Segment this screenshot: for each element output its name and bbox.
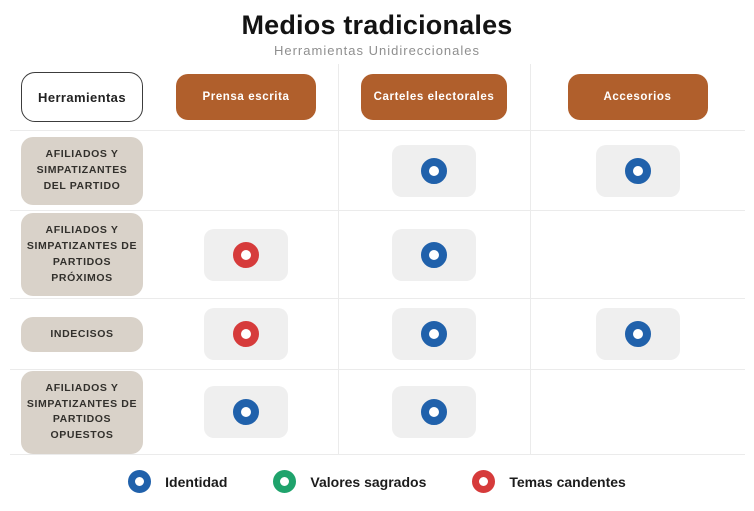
page-title: Medios tradicionales xyxy=(241,10,513,40)
temas-candentes-marker-icon xyxy=(233,241,259,268)
identidad-marker-icon xyxy=(421,321,447,348)
column-header-cell: Prensa escrita xyxy=(155,64,338,130)
legend-item-valores-sagrados: Valores sagrados xyxy=(273,470,427,494)
marker-chip xyxy=(392,308,476,361)
matrix-cell xyxy=(337,130,530,211)
identidad-marker-icon xyxy=(624,321,651,348)
marker-chip xyxy=(595,144,680,197)
row-label-partidos-proximos: AFILIADOS Y SIMPATIZANTES DE PARTIDOS PR… xyxy=(21,213,143,297)
legend-item-identidad: Identidad xyxy=(128,470,228,494)
row-label-afiliados-del-partido: AFILIADOS Y SIMPATIZANTES DEL PARTIDO xyxy=(21,137,143,205)
identidad-marker-icon xyxy=(421,241,447,268)
marker-chip xyxy=(392,144,476,197)
identidad-marker-icon xyxy=(421,157,447,184)
identity-legend-icon xyxy=(128,470,152,494)
row-label-cell: AFILIADOS Y SIMPATIZANTES DEL PARTIDO xyxy=(9,130,155,210)
identidad-marker-icon xyxy=(624,157,651,184)
row-label-indecisos: INDECISOS xyxy=(21,316,143,353)
matrix-cell xyxy=(529,298,745,370)
matrix-cell xyxy=(337,210,530,299)
marker-chip xyxy=(204,386,288,439)
column-header-cell: Accesorios xyxy=(529,64,745,131)
row-label-cell: INDECISOS xyxy=(9,298,155,369)
page-subtitle: Herramientas Unidireccionales xyxy=(273,43,481,59)
sacred-values-legend-icon xyxy=(273,470,297,494)
marker-chip xyxy=(204,308,288,361)
comparison-matrix: Herramientas Prensa escrita Carteles ele… xyxy=(9,64,745,456)
matrix-cell xyxy=(337,369,530,456)
row-label-cell: AFILIADOS Y SIMPATIZANTES DE PARTIDOS OP… xyxy=(9,369,155,456)
matrix-cell xyxy=(154,130,338,210)
marker-chip xyxy=(392,228,476,281)
legend-label: Identidad xyxy=(165,473,228,490)
column-header-cell: Carteles electorales xyxy=(337,64,530,131)
identidad-marker-icon xyxy=(233,399,259,426)
page-header: Medios tradicionales Herramientas Unidir… xyxy=(0,0,754,58)
matrix-cell xyxy=(529,369,745,456)
legend-item-temas-candentes: Temas candentes xyxy=(472,470,626,494)
matrix-cell xyxy=(154,298,338,369)
row-label-cell: AFILIADOS Y SIMPATIZANTES DE PARTIDOS PR… xyxy=(9,210,155,298)
column-header-prensa-escrita: Prensa escrita xyxy=(176,74,316,121)
matrix-cell xyxy=(529,210,745,299)
matrix-cell xyxy=(154,210,338,298)
matrix-cell xyxy=(154,369,338,456)
identidad-marker-icon xyxy=(421,399,447,426)
temas-candentes-marker-icon xyxy=(233,321,259,348)
hot-topics-legend-icon xyxy=(472,470,496,494)
row-label-partidos-opuestos: AFILIADOS Y SIMPATIZANTES DE PARTIDOS OP… xyxy=(21,370,143,454)
legend-label: Valores sagrados xyxy=(310,473,427,490)
marker-chip xyxy=(595,308,680,361)
marker-chip xyxy=(392,386,476,439)
column-header-accesorios: Accesorios xyxy=(567,74,708,121)
matrix-cell xyxy=(337,298,530,370)
matrix-cell xyxy=(529,130,745,211)
legend: Identidad Valores sagrados Temas candent… xyxy=(0,470,754,494)
corner-label: Herramientas xyxy=(21,72,143,123)
column-header-carteles-electorales: Carteles electorales xyxy=(361,74,507,121)
marker-chip xyxy=(204,228,288,281)
corner-header-cell: Herramientas xyxy=(10,64,155,130)
legend-label: Temas candentes xyxy=(509,473,626,490)
